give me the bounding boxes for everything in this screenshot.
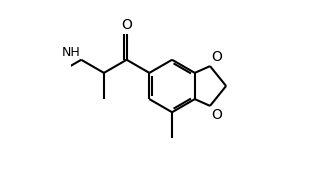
Text: O: O xyxy=(121,18,132,32)
Text: O: O xyxy=(211,108,222,122)
Text: O: O xyxy=(211,50,222,64)
Text: NH: NH xyxy=(61,46,80,59)
